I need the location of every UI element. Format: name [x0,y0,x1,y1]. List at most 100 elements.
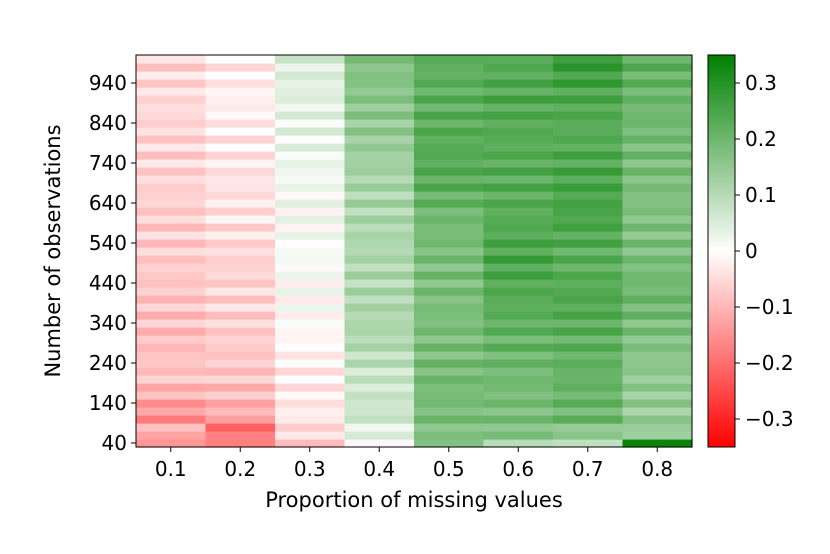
heatmap-cell [344,399,415,408]
heatmap-cell [344,199,415,208]
heatmap-cell [275,439,346,448]
heatmap-cell [483,143,554,152]
heatmap-cell [344,279,415,288]
heatmap-cell [553,255,624,264]
heatmap-cell [414,263,485,272]
heatmap-cell [483,207,554,216]
heatmap-cell [622,55,693,64]
heatmap-cell [136,327,207,336]
heatmap-cell [344,79,415,88]
heatmap-cell [622,391,693,400]
heatmap-cell [136,351,207,360]
heatmap-cell [205,87,276,96]
heatmap-cell [553,335,624,344]
heatmap-cell [205,319,276,328]
heatmap-cell [344,143,415,152]
heatmap-cell [275,255,346,264]
heatmap-cell [414,199,485,208]
x-tick-label: 0.6 [502,457,534,481]
heatmap-cell [483,287,554,296]
heatmap-cell [622,79,693,88]
y-tick-label: 540 [89,231,127,255]
heatmap-cell [414,239,485,248]
heatmap-cell [136,207,207,216]
heatmap-cell [275,79,346,88]
heatmap-cells [136,55,693,448]
heatmap-cell [414,327,485,336]
heatmap-cell [136,311,207,320]
heatmap-cell [553,279,624,288]
heatmap-cell [275,175,346,184]
x-tick-label: 0.1 [155,457,187,481]
y-tick-label: 640 [89,191,127,215]
heatmap-cell [553,295,624,304]
heatmap-cell [553,367,624,376]
heatmap-cell [553,207,624,216]
colorbar [707,54,736,448]
heatmap-cell [553,215,624,224]
heatmap-cell [344,207,415,216]
heatmap-cell [553,55,624,64]
heatmap-cell [344,63,415,72]
heatmap-cell [483,431,554,440]
heatmap-cell [136,423,207,432]
heatmap-cell [414,271,485,280]
heatmap-cell [275,87,346,96]
heatmap-cell [344,367,415,376]
heatmap-cell [205,431,276,440]
heatmap-cell [553,407,624,416]
heatmap-cell [205,335,276,344]
heatmap-cell [414,63,485,72]
heatmap-cell [344,111,415,120]
heatmap-cell [553,287,624,296]
heatmap-cell [553,431,624,440]
y-tick-label: 840 [89,111,127,135]
heatmap-cell [275,359,346,368]
heatmap-cell [344,263,415,272]
heatmap-cell [414,279,485,288]
heatmap-cell [622,127,693,136]
heatmap-cell [553,119,624,128]
heatmap-cell [136,55,207,64]
heatmap-cell [483,383,554,392]
heatmap-cell [205,167,276,176]
heatmap-cell [205,247,276,256]
heatmap-cell [553,303,624,312]
heatmap-cell [205,199,276,208]
heatmap-cell [275,351,346,360]
heatmap-cell [553,311,624,320]
heatmap-cell [553,327,624,336]
heatmap-cell [553,231,624,240]
heatmap-cell [622,87,693,96]
heatmap-cell [275,279,346,288]
heatmap-cell [205,207,276,216]
heatmap-cell [483,247,554,256]
heatmap-cell [483,343,554,352]
heatmap-cell [136,135,207,144]
heatmap-cell [136,335,207,344]
heatmap-cell [136,231,207,240]
heatmap-cell [414,87,485,96]
heatmap-cell [205,271,276,280]
heatmap-cell [275,143,346,152]
heatmap-cell [344,71,415,80]
heatmap-cell [483,95,554,104]
heatmap-cell [622,159,693,168]
heatmap-cell [414,303,485,312]
heatmap-cell [553,375,624,384]
heatmap-cell [553,319,624,328]
heatmap-cell [344,327,415,336]
heatmap-cell [344,311,415,320]
heatmap-cell [136,303,207,312]
heatmap-cell [344,223,415,232]
heatmap-cell [483,391,554,400]
heatmap-cell [344,319,415,328]
heatmap-cell [483,335,554,344]
y-tick-label: 140 [89,391,127,415]
heatmap-cell [622,271,693,280]
heatmap-cell [275,215,346,224]
heatmap-cell [205,359,276,368]
heatmap-cell [344,415,415,424]
heatmap-cell [553,415,624,424]
heatmap-cell [275,327,346,336]
